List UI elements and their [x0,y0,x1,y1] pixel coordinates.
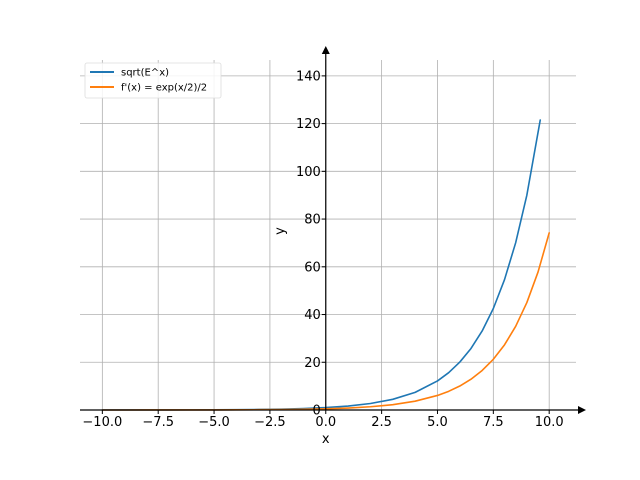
x-axis-label: x [322,432,330,447]
y-tick-label: 20 [304,356,321,371]
axes [80,46,586,414]
x-tick-label: −10.0 [82,415,122,430]
x-tick-label: −7.5 [142,415,174,430]
x-axis-arrow-icon [578,406,586,414]
x-tick-label: 7.5 [483,415,504,430]
y-tick-label: 0 [312,404,320,419]
legend-box [84,62,222,99]
ticks: −10.0 −7.5 −5.0 −2.5 0.0 2.5 5.0 7.5 10.0 0 20 40 60… [82,69,563,430]
legend-entry-sqrt: sqrt(E^x) [121,68,169,79]
y-tick-label: 60 [304,260,321,275]
y-tick-label: 100 [296,165,321,180]
y-tick-label: 80 [304,213,321,228]
x-tick-label: 2.5 [371,415,392,430]
x-tick-label: 10.0 [535,415,564,430]
y-axis-arrow-icon [321,46,330,54]
grid [80,60,576,410]
x-tick-label: 0.0 [315,415,336,430]
y-tick-label: 40 [304,308,321,323]
series-line-sqrt [101,119,542,411]
y-axis-label: y [273,227,288,235]
legend: sqrt(E^x) f'(x) = exp(x/2)/2 [84,62,222,99]
y-tick-label: 120 [296,117,321,132]
x-tick-label: 5.0 [427,415,448,430]
legend-entry-derivative: f'(x) = exp(x/2)/2 [121,83,207,94]
x-tick-label: −2.5 [254,415,286,430]
x-tick-label: −5.0 [198,415,230,430]
y-tick-label: 140 [296,69,321,84]
